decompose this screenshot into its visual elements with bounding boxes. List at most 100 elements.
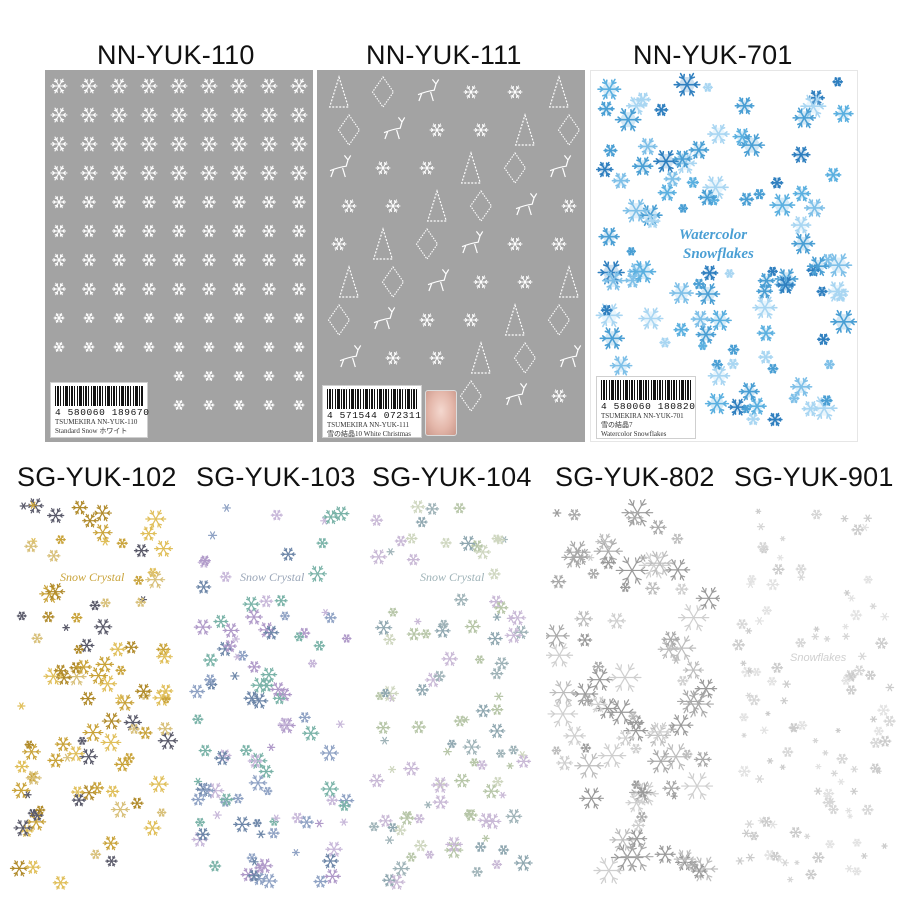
barcode-label: 4 580060 189670 TSUMEKIRA NN-YUK-110 Sta…: [50, 382, 150, 438]
snowflake-icon: [293, 371, 305, 381]
snowflake-icon: [645, 550, 675, 576]
snowflake-icon: [580, 743, 592, 753]
christmas-pattern-icon: [327, 74, 582, 412]
snowflake-icon: [611, 172, 631, 189]
reindeer-icon: [417, 79, 440, 102]
snowflake-icon: [431, 776, 450, 793]
snowflake-icon: [157, 721, 173, 736]
snowflake-icon: [242, 596, 261, 612]
snowflake-icon: [693, 751, 712, 768]
snowflake-icon: [747, 397, 767, 415]
snowflake-icon: [413, 839, 428, 852]
snowflake-icon: [673, 849, 697, 869]
snowflake-icon: [260, 873, 278, 889]
snowflake-icon: [17, 702, 26, 710]
snowflake-icon: [788, 393, 800, 404]
snowflake-icon: [471, 866, 483, 877]
sticker-sheet-sg-yuk-802: [546, 494, 720, 894]
sticker-sheet-sg-yuk-102: Snow Crystal: [8, 494, 178, 894]
snowflake-icon: [682, 660, 704, 680]
snowflake-icon: [756, 283, 774, 299]
snowflake-icon: [411, 720, 427, 734]
snowflake-icon: [263, 342, 275, 352]
snowflake-icon: [158, 684, 174, 698]
snowflake-icon: [517, 275, 533, 289]
christmas-tree-icon: [372, 226, 394, 260]
barcode-number: 4 580060 189670: [55, 407, 150, 418]
sticker-sheet-nn-yuk-111: 4 571544 072311 TSUMEKIRA NN-YUK-111 雪の結…: [317, 70, 585, 442]
snowflake-icon: [16, 611, 27, 621]
sheet-title-line-1: Watercolor: [679, 227, 748, 243]
snowflake-icon: [506, 762, 514, 770]
snowflake-icon: [230, 165, 248, 181]
snowflake-icon: [51, 195, 67, 209]
snowflake-icon: [739, 713, 749, 722]
snowflake-icon: [824, 167, 842, 183]
reindeer-icon: [329, 155, 352, 178]
snowflake-icon: [206, 782, 225, 799]
snowflake-icon: [261, 224, 277, 238]
snowflake-icon: [695, 325, 717, 344]
snowflake-icon: [619, 582, 631, 593]
reindeer-icon: [549, 155, 572, 178]
snowflake-icon: [756, 324, 776, 342]
snowflake-icon: [50, 136, 68, 152]
snowflake-icon: [847, 813, 853, 819]
snowflake-icon: [145, 570, 166, 589]
snowflake-icon: [697, 341, 708, 351]
white-snowflake-icon: [732, 508, 896, 883]
snowflake-icon: [78, 638, 95, 653]
snowflake-icon: [574, 752, 604, 779]
sheet-title-line-2: Snowflakes: [683, 246, 754, 262]
snowflake-icon: [822, 750, 829, 756]
snowflake-icon: [405, 852, 417, 862]
snowflake-icon: [595, 161, 614, 178]
snowflake-icon: [292, 849, 300, 856]
snowflake-icon: [740, 660, 747, 667]
snowflake-icon: [140, 136, 158, 152]
iridescent-snowflake-icon: [368, 500, 533, 890]
snowflake-icon: [135, 597, 147, 607]
snowflake-icon: [9, 860, 29, 877]
snowflake-icon: [25, 770, 42, 785]
snowflake-icon: [170, 136, 188, 152]
snowflake-icon: [25, 860, 41, 875]
snowflake-icon: [383, 633, 396, 646]
snowflake-icon: [864, 670, 876, 681]
snowflake-icon: [490, 667, 504, 680]
silver-snowflake-icon: [546, 498, 720, 885]
snowflake-icon: [394, 824, 407, 836]
snowflake-icon: [244, 609, 263, 625]
snowflake-icon: [796, 720, 808, 730]
snowflake-icon: [321, 608, 330, 616]
snowflake-icon: [513, 854, 533, 872]
product-code-sg-yuk-104: SG-YUK-104: [372, 462, 532, 492]
snowflake-icon: [251, 871, 267, 886]
snowflake-icon: [92, 524, 113, 542]
snowflake-icon: [832, 288, 849, 302]
snowflake-icon: [487, 568, 501, 580]
snowflake-icon: [832, 77, 844, 87]
snowflake-icon: [443, 747, 452, 756]
snowflake-icon: [83, 313, 95, 323]
snowflake-icon: [313, 875, 328, 888]
snowflake-icon: [52, 875, 69, 890]
snowflake-icon: [50, 78, 308, 410]
snowflake-icon: [463, 313, 479, 327]
snowflake-icon: [474, 841, 487, 853]
damask-icon: [337, 114, 361, 146]
snowflake-icon: [507, 237, 523, 251]
snowflake-icon: [299, 815, 315, 829]
snowflake-icon: [230, 107, 248, 123]
snowflake-icon: [635, 811, 648, 823]
snowflake-icon: [620, 842, 654, 872]
snowflake-icon: [813, 787, 823, 795]
snowflake-icon: [29, 501, 38, 509]
snowflake-icon: [424, 672, 442, 688]
snowflake-icon: [599, 327, 626, 350]
snowflake-icon: [263, 625, 280, 640]
snowflake-icon: [424, 850, 435, 859]
snowflake-icon: [727, 398, 748, 416]
snowflake-icon: [157, 731, 178, 750]
snowflake-icon: [445, 836, 463, 853]
